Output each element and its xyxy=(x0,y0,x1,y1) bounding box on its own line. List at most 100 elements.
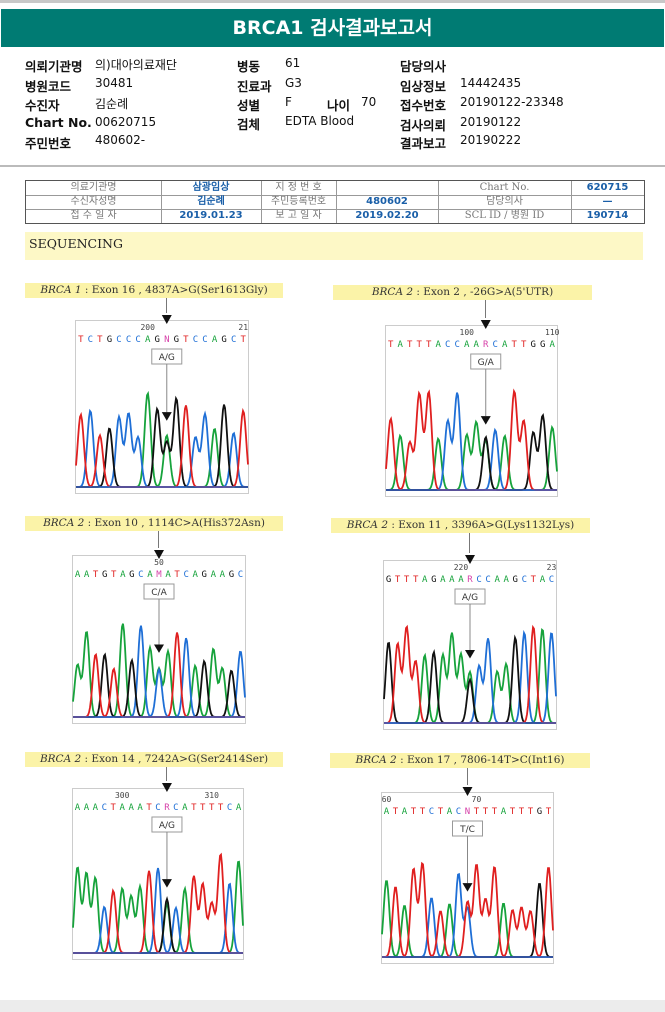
arrow-down-icon xyxy=(480,416,491,425)
value-chart-no: 00620715 xyxy=(95,115,157,129)
genotype-label: T/C xyxy=(459,825,475,835)
scan-table-label: 담당의사 xyxy=(486,196,523,207)
base-call: A xyxy=(447,807,453,817)
position-number: 23 xyxy=(547,563,557,572)
top-border xyxy=(0,0,665,3)
base-call: A xyxy=(137,803,143,813)
base-call: A xyxy=(75,803,81,813)
gene-name: BRCA 2 xyxy=(346,519,389,531)
base-call: T xyxy=(438,807,444,817)
base-call: M xyxy=(156,570,162,580)
base-call: T xyxy=(146,803,152,813)
gene-name: BRCA 1 xyxy=(40,284,82,296)
scan-table-value: 620715 xyxy=(586,182,629,193)
base-call: T xyxy=(420,807,426,817)
value-patient: 김순례 xyxy=(95,97,129,111)
base-call: G xyxy=(386,575,391,585)
base-call: A xyxy=(501,807,507,817)
base-call: T xyxy=(474,807,480,817)
base-call: A xyxy=(120,570,126,580)
base-call: T xyxy=(519,807,525,817)
base-call: C xyxy=(202,335,207,345)
base-call: A xyxy=(449,575,455,585)
label-patient: 수진자 xyxy=(25,98,60,113)
pointer-line xyxy=(466,768,468,785)
base-call: A xyxy=(474,340,480,350)
trace-A xyxy=(386,419,558,491)
base-call: A xyxy=(165,570,171,580)
base-call: C xyxy=(493,340,498,350)
pointer-line xyxy=(165,298,167,313)
variant-description: : Exon 17 , 7806-14T>C(Int16) xyxy=(396,754,565,766)
scanned-header-table: 의료기관명 삼광임상 지 정 번 호 Chart No. 620715 수신자성명 김순례 주… xyxy=(25,180,645,224)
arrow-down-icon xyxy=(154,644,164,653)
scan-table-value: 2019.01.23 xyxy=(179,210,243,221)
base-call: T xyxy=(528,807,534,817)
base-call: C xyxy=(138,570,143,580)
arrow-down-icon xyxy=(465,650,475,659)
base-call: R xyxy=(483,340,489,350)
base-call: T xyxy=(404,575,410,585)
base-call: C xyxy=(183,570,188,580)
base-call: C xyxy=(549,575,554,585)
variant-label: BRCA 2 : Exon 14 , 7242A>G(Ser2414Ser) xyxy=(25,752,283,767)
base-call: A xyxy=(84,803,90,813)
base-call: T xyxy=(218,803,224,813)
scan-table-value: 190714 xyxy=(586,210,629,221)
scan-table-row: 의료기관명 삼광임상 지 정 번 호 Chart No. 620715 xyxy=(26,181,644,196)
base-call: A xyxy=(182,803,188,813)
gene-name: BRCA 2 xyxy=(43,517,85,529)
base-call: R xyxy=(467,575,473,585)
scan-table-label: 보 고 일 자 xyxy=(275,210,322,221)
label-report-date: 결과보고 xyxy=(400,136,447,151)
label-clinical-info: 임상정보 xyxy=(400,79,447,94)
position-number: 50 xyxy=(154,558,164,567)
base-call: G xyxy=(129,570,134,580)
base-call: A xyxy=(211,570,217,580)
chromatogram: 60 70A T A T T C T A C N T T T A T T T G TT/C xyxy=(381,787,554,964)
label-sex: 성별 xyxy=(237,98,261,113)
arrow-down-icon xyxy=(480,320,491,329)
base-call: C xyxy=(231,335,236,345)
base-call: A xyxy=(422,575,428,585)
variant-description: : Exon 14 , 7242A>G(Ser2414Ser) xyxy=(81,753,269,765)
base-call: T xyxy=(531,575,537,585)
arrow-down-icon xyxy=(462,787,473,796)
base-call: A xyxy=(212,335,218,345)
base-call: C xyxy=(88,335,93,345)
arrow-down-icon xyxy=(462,883,473,892)
genotype-label: C/A xyxy=(151,588,167,598)
base-call: G xyxy=(513,575,518,585)
base-call: T xyxy=(111,570,117,580)
position-number: 220 xyxy=(454,563,469,572)
base-call: C xyxy=(429,807,434,817)
base-call: C xyxy=(238,570,243,580)
arrow-down-icon xyxy=(161,315,172,324)
scan-table-label: Chart No. xyxy=(479,182,530,193)
position-number: 100 xyxy=(460,328,475,337)
base-call: A xyxy=(464,340,470,350)
base-call: C xyxy=(102,803,107,813)
base-call: T xyxy=(183,335,189,345)
base-call: C xyxy=(227,803,232,813)
base-call: C xyxy=(522,575,527,585)
scan-table-label: 접 수 일 자 xyxy=(70,210,117,221)
position-number: 200 xyxy=(140,323,155,332)
base-call: A xyxy=(192,570,198,580)
scan-table-value xyxy=(336,181,438,195)
base-call: T xyxy=(512,340,518,350)
value-resident-no: 480602- xyxy=(95,133,146,147)
variant-description: : Exon 2 , -26G>A(5'UTR) xyxy=(413,286,554,298)
label-age: 나이 xyxy=(327,98,351,113)
base-call: G xyxy=(155,335,160,345)
position-number: 110 xyxy=(545,328,560,337)
chromatogram: 200 21T C T G C C C A G N G T C C A G C TA/G xyxy=(75,315,249,494)
base-call: C xyxy=(173,803,178,813)
bottom-scrollbar-area xyxy=(0,1000,665,1012)
position-number: 70 xyxy=(472,795,482,804)
pointer-line xyxy=(165,767,167,781)
variant-label: BRCA 1 : Exon 16 , 4837A>G(Ser1613Gly) xyxy=(25,283,283,298)
position-number: 21 xyxy=(238,323,248,332)
base-call: T xyxy=(546,807,552,817)
